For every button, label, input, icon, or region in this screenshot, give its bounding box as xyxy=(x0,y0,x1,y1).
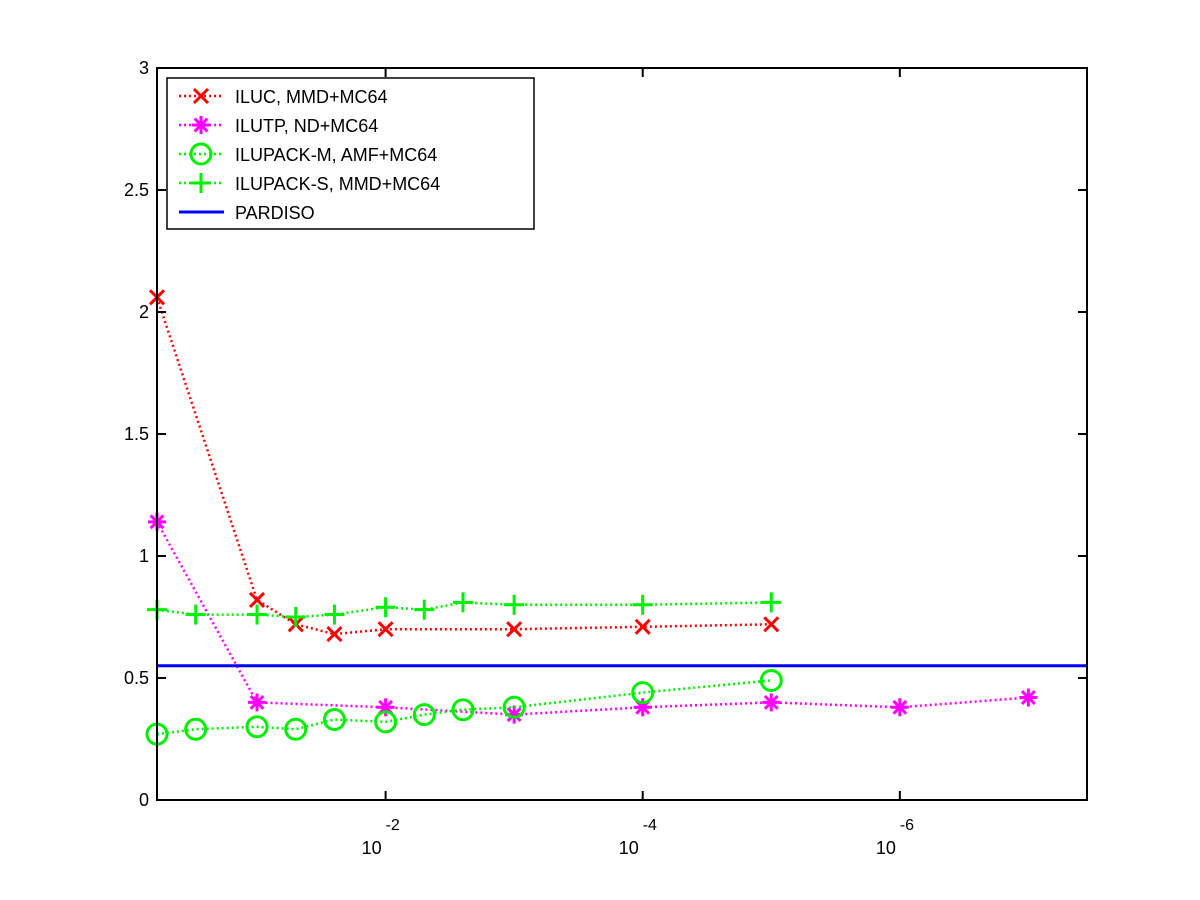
legend-label: ILUPACK-M, AMF+MC64 xyxy=(235,145,437,165)
legend-entry-pardiso: PARDISO xyxy=(179,203,315,223)
legend-label: PARDISO xyxy=(235,203,315,223)
series-ilupack-m-amf-mc64-point xyxy=(631,681,655,705)
series-ilupack-m-amf-mc64-point xyxy=(184,717,208,741)
series-ilupack-s-mmd-mc64-point xyxy=(504,594,525,615)
legend-label: ILUTP, ND+MC64 xyxy=(235,116,378,136)
series-ilupack-s-mmd-mc64 xyxy=(147,592,782,627)
series-iluc-mmd-mc64-point xyxy=(506,621,523,638)
y-tick-label: 0.5 xyxy=(124,668,149,688)
series-ilupack-m-amf-mc64-point xyxy=(451,698,475,722)
series-ilupack-m-amf-mc64-point xyxy=(374,710,398,734)
series-ilupack-m-amf-mc64-point xyxy=(412,703,436,727)
y-tick-label: 3 xyxy=(139,58,149,78)
x-axis: 10-210-410-6 xyxy=(362,68,914,858)
y-tick-label: 2.5 xyxy=(124,180,149,200)
series-ilupack-m-amf-mc64-point xyxy=(759,668,783,692)
series-ilutp-nd-mc64-point xyxy=(248,693,267,712)
series-ilupack-s-mmd-mc64-point xyxy=(452,592,473,613)
series-ilupack-m-amf-mc64-point xyxy=(284,717,308,741)
legend-entry-ilutp-nd-mc64: ILUTP, ND+MC64 xyxy=(179,116,378,136)
x-tick-label-exponent: -4 xyxy=(643,817,657,834)
series-ilupack-s-mmd-mc64-point xyxy=(761,592,782,613)
legend-entry-iluc-mmd-mc64: ILUC, MMD+MC64 xyxy=(179,87,388,107)
series-ilupack-s-mmd-mc64-point xyxy=(375,597,396,618)
x-tick-label-base: 10 xyxy=(876,838,896,858)
x-tick-label-base: 10 xyxy=(362,838,382,858)
y-axis: 0 0.5 1 1.5 2 2.5 3 xyxy=(124,58,1087,810)
x-tick-label-base: 10 xyxy=(619,838,639,858)
series-layer xyxy=(145,289,1087,746)
series-iluc-mmd-mc64-point xyxy=(377,621,394,638)
legend-box xyxy=(166,77,535,230)
series-iluc-mmd-mc64-line xyxy=(155,297,772,636)
series-ilupack-m-amf-mc64-point xyxy=(245,715,269,739)
x-tick-label-exponent: -2 xyxy=(386,817,400,834)
series-ilutp-nd-mc64-point xyxy=(1019,688,1038,707)
series-iluc-mmd-mc64-point xyxy=(326,626,343,643)
series-iluc-mmd-mc64-point xyxy=(248,591,266,608)
legend-marker-circle xyxy=(189,142,213,166)
y-tick-label: 2 xyxy=(139,302,149,322)
series-iluc-mmd-mc64-point xyxy=(634,618,651,635)
legend-label: ILUPACK-S, MMD+MC64 xyxy=(235,174,440,194)
legend-label: ILUC, MMD+MC64 xyxy=(235,87,388,107)
series-ilupack-s-mmd-mc64-line xyxy=(156,601,772,619)
series-ilupack-s-mmd-mc64-point xyxy=(285,607,306,627)
series-ilupack-s-mmd-mc64-point xyxy=(185,604,206,625)
series-ilutp-nd-mc64-point xyxy=(762,693,781,712)
series-ilutp-nd-mc64-point xyxy=(890,698,909,717)
y-tick-label: 1 xyxy=(139,546,149,566)
y-tick-label: 0 xyxy=(139,790,149,810)
legend-marker-x xyxy=(192,87,210,105)
legend-marker-plus xyxy=(191,173,211,193)
series-iluc-mmd-mc64-point xyxy=(763,616,780,633)
series-ilupack-m-amf-mc64-point xyxy=(322,707,346,731)
series-ilupack-s-mmd-mc64-point xyxy=(414,599,435,620)
legend: ILUC, MMD+MC64 ILUTP, ND+MC64 ILUPACK-M, A… xyxy=(166,77,535,230)
series-ilupack-m-amf-mc64-line xyxy=(156,679,772,736)
x-tick-label-exponent: -6 xyxy=(900,817,914,834)
series-ilupack-m-amf-mc64-point xyxy=(502,695,526,719)
y-tick-label: 1.5 xyxy=(124,424,149,444)
legend-marker-asterisk xyxy=(192,116,210,134)
legend-entry-ilupack-s-mmd-mc64: ILUPACK-S, MMD+MC64 xyxy=(179,173,440,194)
series-ilupack-s-mmd-mc64-point xyxy=(632,594,653,615)
series-ilupack-s-mmd-mc64-point xyxy=(247,604,268,625)
series-ilupack-s-mmd-mc64-point xyxy=(324,604,345,625)
legend-entry-ilupack-m-amf-mc64: ILUPACK-M, AMF+MC64 xyxy=(179,142,437,166)
